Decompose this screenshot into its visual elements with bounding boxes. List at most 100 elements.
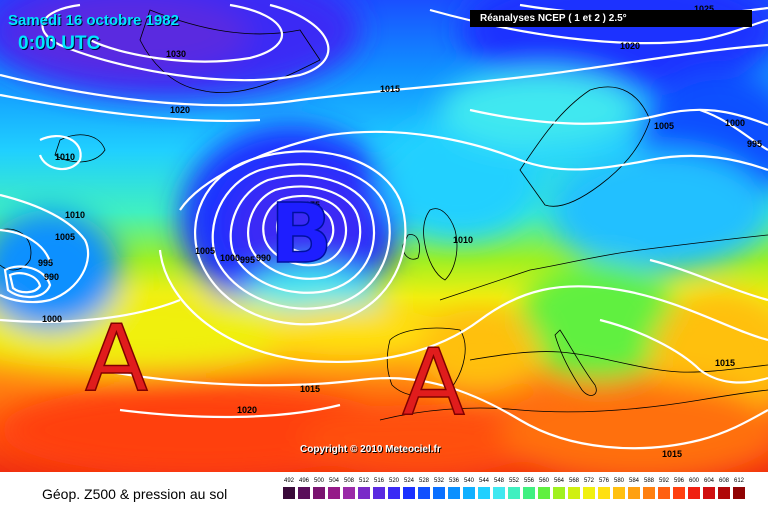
- legend-swatch: [658, 487, 670, 499]
- legend-value: 524: [403, 478, 414, 484]
- legend-swatch: [328, 487, 340, 499]
- legend-swatch: [493, 487, 505, 499]
- legend-swatch: [673, 487, 685, 499]
- scandinavia-coast: [519, 86, 651, 207]
- legend-value: 576: [598, 478, 609, 484]
- legend-swatch: [553, 487, 565, 499]
- isobar-labels: 1030 1020 1015 1025 1020 1005 1000 995 1…: [38, 4, 762, 459]
- isobar: [229, 174, 376, 294]
- isobar: [211, 163, 391, 310]
- legend-swatch: [358, 487, 370, 499]
- iceland-coast: [54, 134, 106, 163]
- europe-coast: [439, 234, 768, 301]
- legend-swatch: [583, 487, 595, 499]
- isobar: [0, 228, 52, 263]
- legend-value: 552: [508, 478, 519, 484]
- isobar: [469, 108, 768, 127]
- isobar-label: 995: [38, 258, 53, 268]
- isobar: [8, 272, 42, 294]
- legend-swatch: [343, 487, 355, 499]
- legend-value: 564: [553, 478, 564, 484]
- legend-value: 492: [283, 478, 294, 484]
- isobar-label: 1010: [65, 210, 85, 220]
- isobars: [0, 3, 768, 450]
- legend-value: 508: [343, 478, 354, 484]
- high-pressure-marker: A: [85, 305, 148, 412]
- coastlines: [0, 9, 768, 421]
- weather-map: 1030 1020 1015 1025 1020 1005 1000 995 1…: [0, 0, 768, 472]
- legend-swatch: [478, 487, 490, 499]
- legend-value: 604: [703, 478, 714, 484]
- isobar-label: 1015: [715, 358, 735, 368]
- legend-value: 596: [673, 478, 684, 484]
- map-time: 0:00 UTC: [18, 33, 101, 54]
- isobar-label: 1005: [195, 246, 215, 256]
- isobar-label: 1025: [694, 4, 714, 14]
- legend-value: 556: [523, 478, 534, 484]
- isobar-label: 1010: [55, 152, 75, 162]
- isobar: [3, 265, 52, 298]
- isobar: [699, 108, 768, 151]
- legend-swatch: [703, 487, 715, 499]
- legend-value: 568: [568, 478, 579, 484]
- legend-value: 536: [448, 478, 459, 484]
- isobar: [0, 298, 181, 323]
- mediterranean-north: [469, 351, 768, 373]
- legend-swatch: [313, 487, 325, 499]
- legend-value: 584: [628, 478, 639, 484]
- legend-value: 520: [388, 478, 399, 484]
- map-date: Samedi 16 octobre 1982: [8, 12, 179, 29]
- isobar-label: 1000: [725, 118, 745, 128]
- britain-coast: [423, 208, 458, 281]
- isobar-label: 1015: [380, 84, 400, 94]
- legend-value: 512: [358, 478, 369, 484]
- legend-swatch: [628, 487, 640, 499]
- legend-value: 540: [463, 478, 474, 484]
- iberia-coast: [386, 327, 466, 397]
- legend-swatch: [538, 487, 550, 499]
- legend-swatch: [568, 487, 580, 499]
- isobar: [275, 204, 335, 254]
- isobar: [179, 130, 768, 211]
- legend-swatch: [403, 487, 415, 499]
- legend-value: 608: [718, 478, 729, 484]
- legend-value: 592: [658, 478, 669, 484]
- isobar: [0, 93, 261, 123]
- isobar: [0, 193, 90, 304]
- legend-swatch: [523, 487, 535, 499]
- isobar: [599, 318, 768, 384]
- legend-swatch: [643, 487, 655, 499]
- italy-coast: [554, 329, 597, 396]
- legend-value: 588: [643, 478, 654, 484]
- isobar: [0, 43, 768, 107]
- isobar-label: 1005: [654, 121, 674, 131]
- legend-value: 580: [613, 478, 624, 484]
- legend-swatch: [688, 487, 700, 499]
- legend-swatch: [433, 487, 445, 499]
- isobar-label: 1020: [620, 41, 640, 51]
- isobar: [89, 3, 283, 63]
- isobar: [247, 185, 362, 280]
- isobar-label: 995: [240, 255, 255, 265]
- isobar: [194, 150, 407, 326]
- isobar: [38, 135, 82, 171]
- isobar-label: 1015: [662, 449, 682, 459]
- weather-map-canvas: 1030 1020 1015 1025 1020 1005 1000 995 1…: [0, 0, 768, 472]
- isobar-label: 990: [44, 272, 59, 282]
- legend-value: 516: [373, 478, 384, 484]
- isobar-label: 1005: [55, 232, 75, 242]
- isobar: [262, 194, 348, 267]
- isobar-label: 1030: [166, 49, 186, 59]
- isobar-label: 990: [256, 253, 271, 263]
- isobar: [99, 368, 768, 450]
- legend-value: 528: [418, 478, 429, 484]
- greenland-coast: [139, 9, 321, 94]
- legend-value: 496: [298, 478, 309, 484]
- legend-value: 612: [733, 478, 744, 484]
- legend-value: 500: [313, 478, 324, 484]
- isobar-label: 1015: [300, 384, 320, 394]
- isobar: [119, 403, 341, 419]
- legend-swatch: [388, 487, 400, 499]
- isobar-label: 1010: [453, 235, 473, 245]
- copyright-notice: Copyright © 2010 Meteociel.fr: [300, 444, 441, 455]
